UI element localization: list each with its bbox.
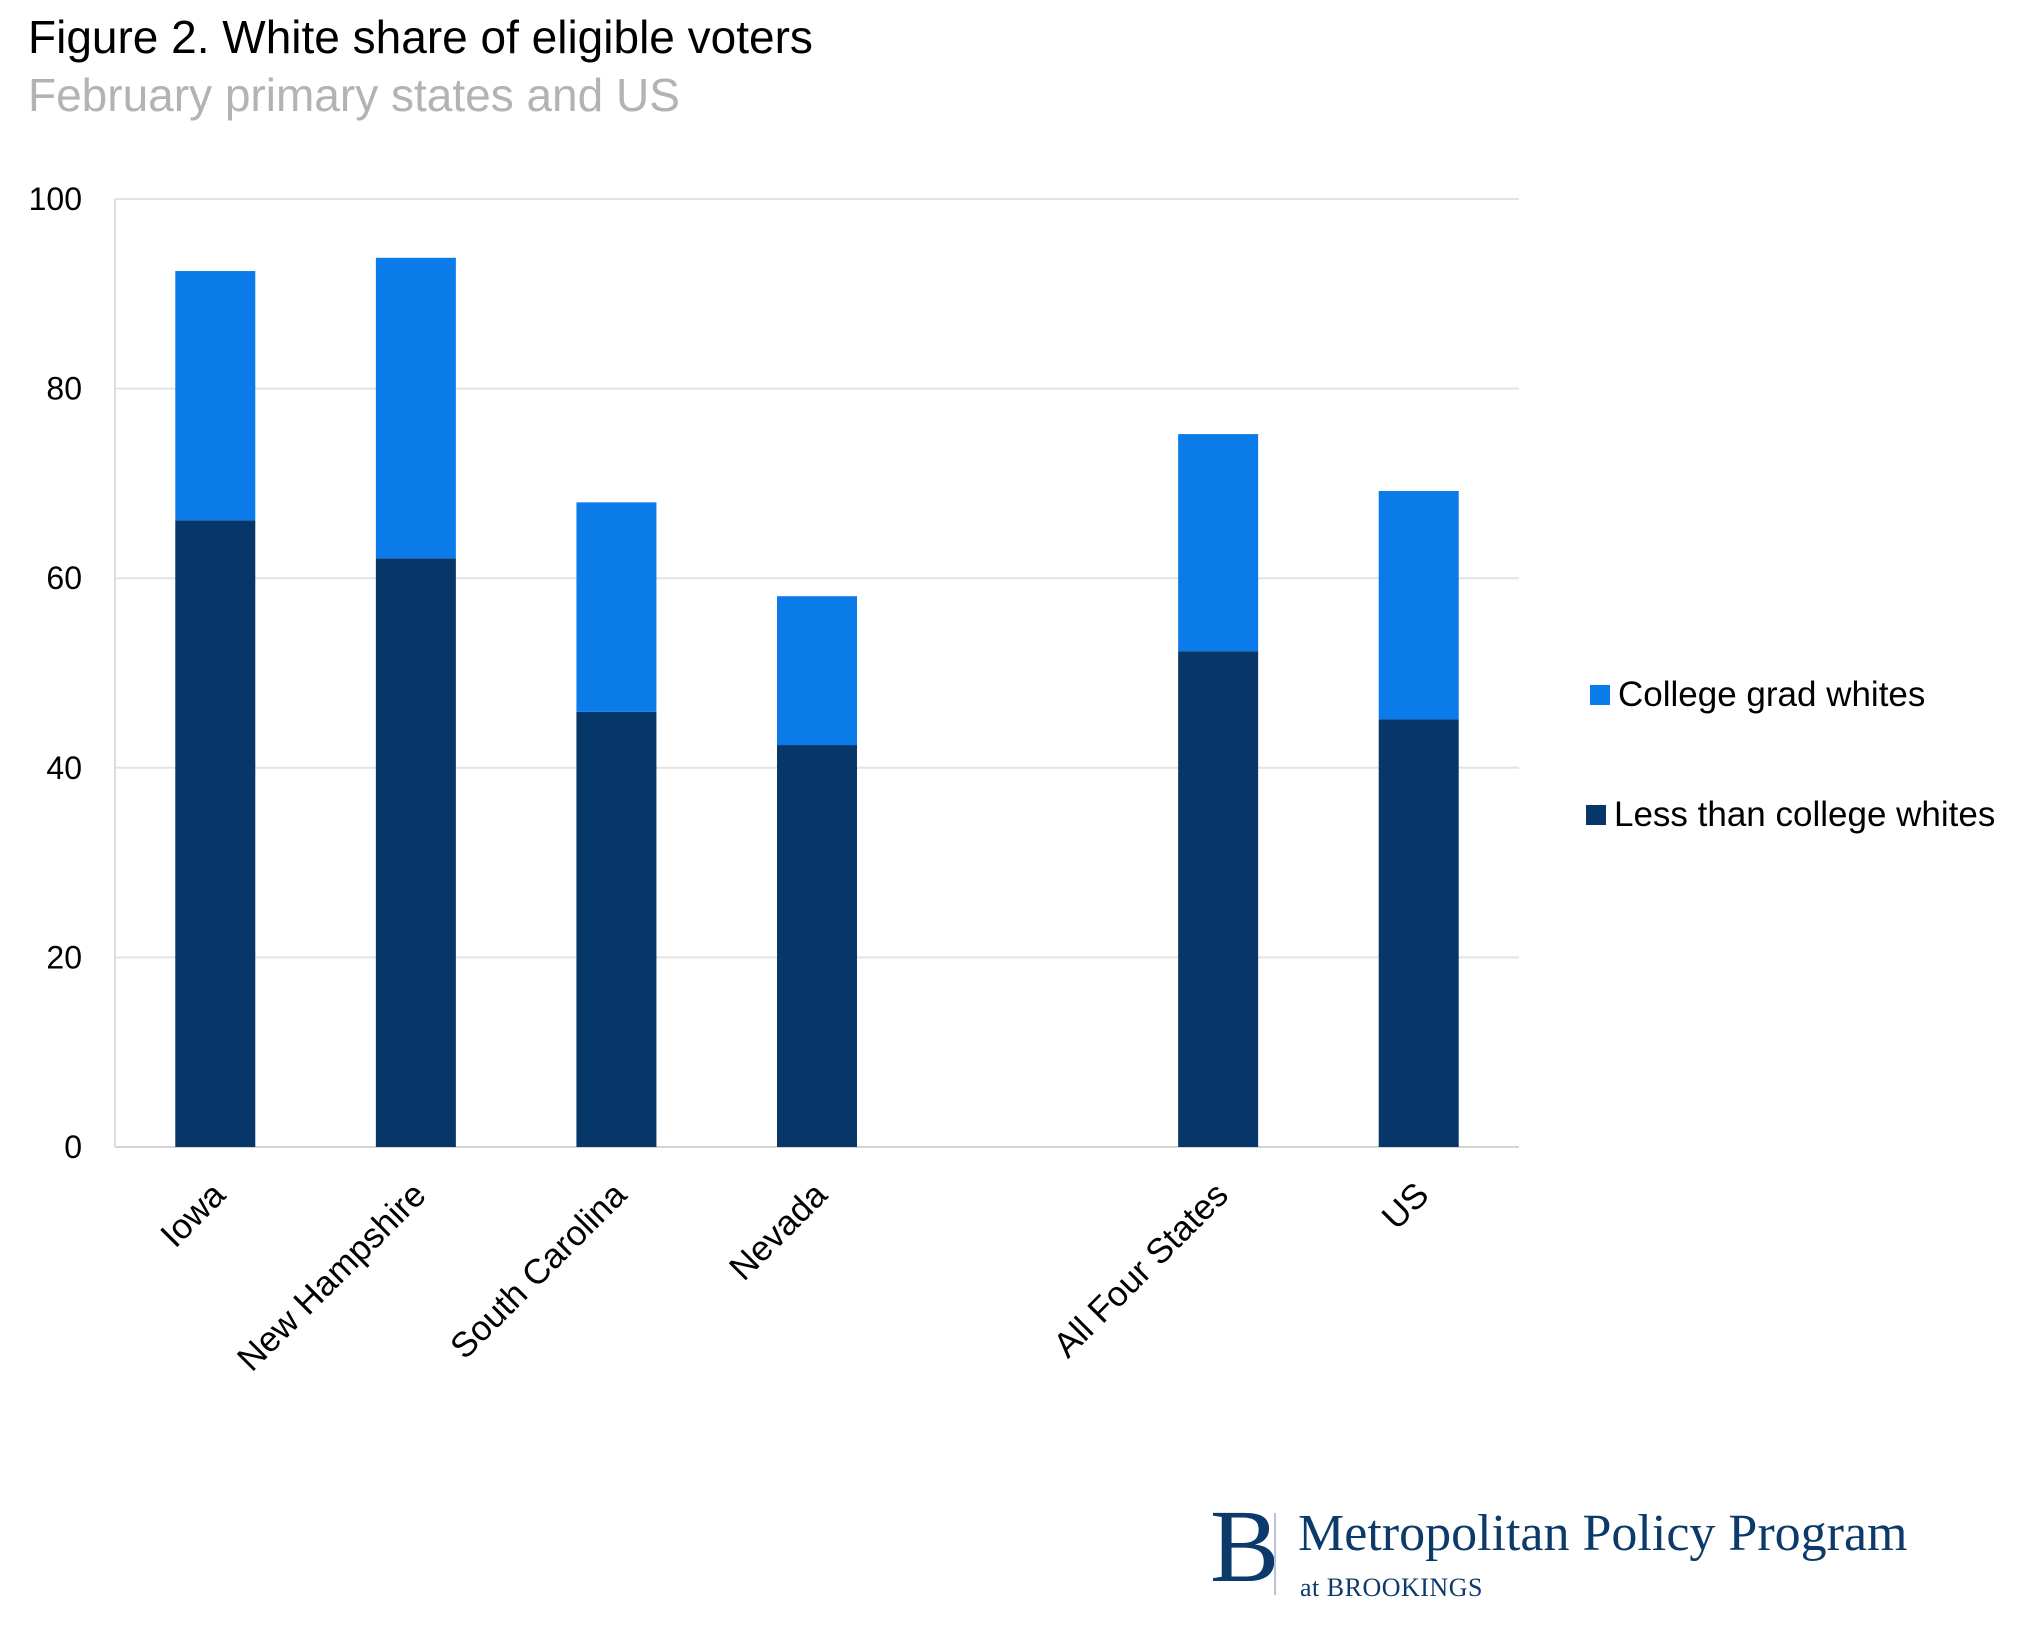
y-tick-label: 100 — [29, 181, 82, 217]
bar-less-than-college-south-carolina — [576, 711, 657, 1147]
bar-college-grad-all-four-states — [1178, 434, 1259, 652]
bar-less-than-college-iowa — [175, 520, 256, 1147]
bar-less-than-college-nevada — [777, 745, 857, 1147]
bar-college-grad-nevada — [777, 596, 857, 746]
legend-label: College grad whites — [1618, 675, 1926, 714]
chart-subtitle: February primary states and US — [28, 69, 680, 121]
legend-item-college-grad: College grad whites — [1590, 675, 1925, 715]
brookings-logo: B Metropolitan Policy Program at BROOKIN… — [1210, 1495, 2030, 1615]
y-axis-ticks: 0 20 40 60 80 100 — [29, 181, 82, 1165]
x-category-label: South Carolina — [443, 1175, 635, 1367]
bar-college-grad-us — [1378, 490, 1459, 720]
x-category-label: US — [1374, 1175, 1436, 1237]
bar-less-than-college-us — [1378, 719, 1459, 1147]
y-tick-label: 0 — [64, 1129, 82, 1165]
legend-item-less-than-college: Less than college whites — [1586, 795, 1995, 835]
bar-college-grad-south-carolina — [576, 502, 657, 712]
bar-less-than-college-new-hampshire — [375, 558, 456, 1147]
x-category-label: Nevada — [722, 1175, 835, 1288]
logo-program-name: Metropolitan Policy Program — [1298, 1505, 1908, 1562]
bars — [175, 257, 1459, 1147]
logo-divider — [1274, 1513, 1276, 1595]
x-category-label: Iowa — [153, 1175, 233, 1255]
legend-swatch-college-grad — [1590, 685, 1610, 705]
y-tick-label: 40 — [46, 750, 82, 786]
x-category-label: All Four States — [1046, 1175, 1236, 1365]
y-tick-label: 60 — [46, 560, 82, 596]
logo-subtitle: at BROOKINGS — [1300, 1573, 1483, 1602]
legend-swatch-less-than-college — [1586, 805, 1606, 825]
y-tick-label: 20 — [46, 939, 82, 975]
bar-college-grad-new-hampshire — [375, 257, 456, 559]
x-category-label: New Hampshire — [230, 1175, 434, 1379]
y-tick-label: 80 — [46, 371, 82, 407]
bar-college-grad-iowa — [175, 271, 256, 521]
bar-less-than-college-all-four-states — [1178, 651, 1259, 1147]
legend-label: Less than college whites — [1614, 795, 1996, 834]
chart-title: Figure 2. White share of eligible voters — [28, 11, 813, 63]
logo-letter: B — [1210, 1489, 1280, 1604]
